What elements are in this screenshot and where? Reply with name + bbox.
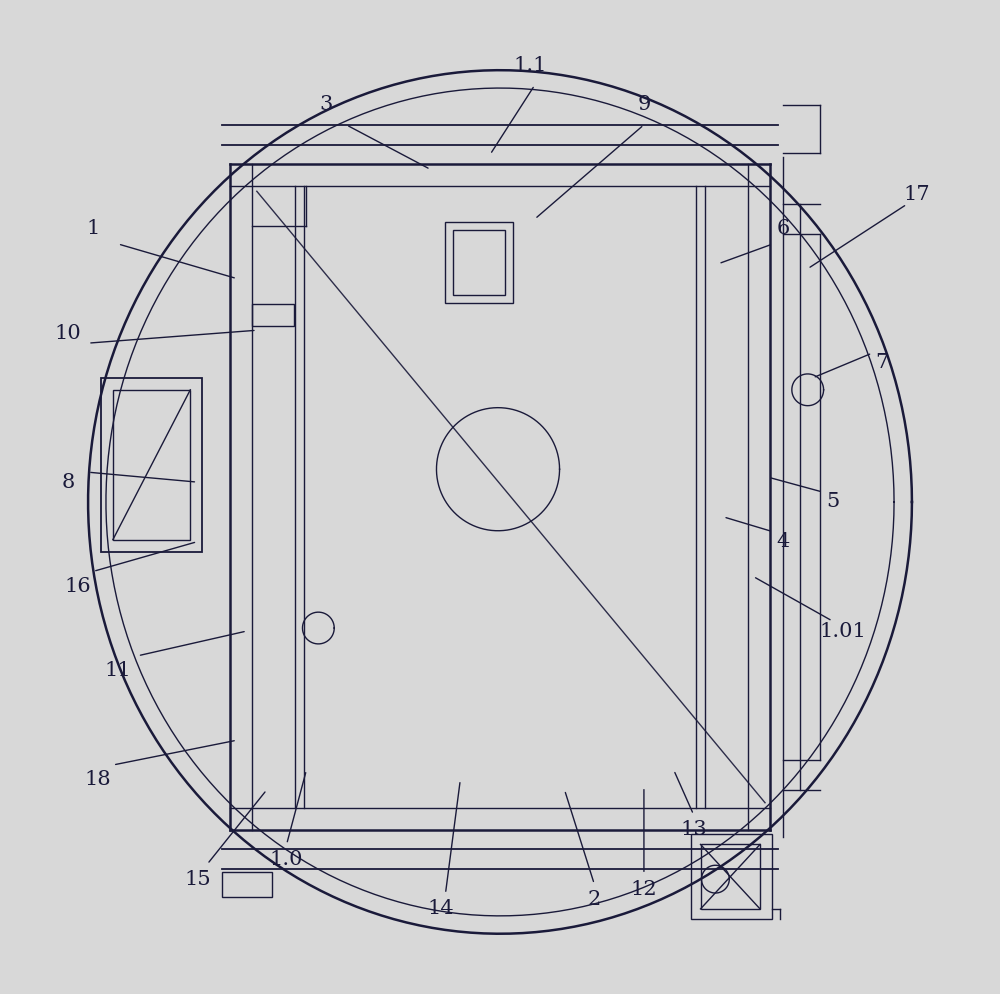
Text: 2: 2 (588, 890, 601, 909)
Text: 18: 18 (85, 770, 111, 789)
Text: 1.1: 1.1 (513, 56, 547, 75)
Text: 8: 8 (62, 472, 75, 492)
Bar (101, 378, 202, 552)
Text: 10: 10 (55, 324, 82, 343)
Text: 1.0: 1.0 (270, 850, 303, 869)
Text: 3: 3 (320, 95, 333, 114)
Text: 7: 7 (876, 354, 889, 373)
Text: 16: 16 (65, 577, 91, 595)
Text: 9: 9 (637, 95, 651, 114)
Text: 1.01: 1.01 (819, 621, 866, 640)
Text: 6: 6 (776, 220, 790, 239)
Text: 15: 15 (184, 870, 211, 889)
Text: 17: 17 (904, 185, 930, 204)
Bar (252, 304, 294, 326)
Text: 11: 11 (104, 661, 131, 680)
Bar (445, 222, 513, 303)
Text: 14: 14 (427, 900, 454, 918)
Bar (701, 845, 760, 909)
Bar (453, 230, 505, 295)
Text: 4: 4 (776, 532, 790, 551)
Text: 12: 12 (631, 880, 657, 899)
Bar (222, 872, 272, 897)
Bar (691, 835, 772, 918)
Text: 13: 13 (680, 820, 707, 839)
Text: 1: 1 (86, 220, 100, 239)
Bar (113, 390, 190, 540)
Text: 5: 5 (826, 492, 839, 512)
